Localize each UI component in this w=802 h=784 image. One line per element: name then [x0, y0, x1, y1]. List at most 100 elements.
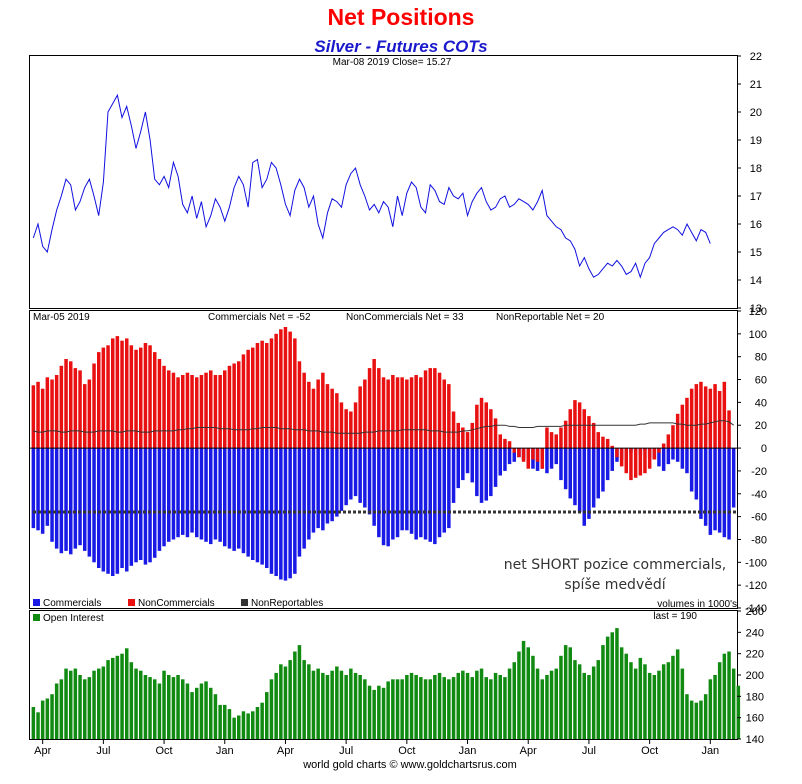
open-interest-bar: [330, 670, 334, 739]
noncommercials-bar: [288, 331, 292, 449]
open-interest-bar: [736, 685, 741, 739]
noncommercials-bar: [54, 375, 59, 449]
commercials-bar: [139, 448, 143, 560]
commercials-bar: [596, 448, 600, 499]
open-interest-bar: [232, 717, 236, 739]
commercials-bar: [31, 448, 36, 529]
open-interest-bar: [325, 675, 330, 739]
commercials-bar: [330, 448, 334, 522]
commercials-bar: [353, 448, 358, 497]
noncommercials-bar: [465, 432, 470, 449]
commercials-bar: [708, 448, 713, 535]
open-interest-bar: [321, 672, 325, 739]
positions-ytick-label: 80: [755, 352, 767, 364]
commercials-bar: [335, 448, 339, 517]
commercials-bar: [465, 448, 470, 474]
commercials-bar: [559, 448, 563, 481]
noncommercials-bar: [59, 365, 64, 448]
commercials-bar: [498, 448, 502, 476]
noncommercials-bar: [181, 375, 185, 449]
oi-ytick-label: 140: [746, 734, 764, 746]
open-interest-bar: [535, 668, 540, 739]
positions-ytick-label: -100: [745, 557, 767, 569]
positions-ytick-label: -140: [745, 603, 767, 615]
noncommercials-bar: [367, 368, 372, 449]
commercials-bar: [358, 448, 362, 503]
noncommercials-bar: [223, 370, 227, 449]
commercials-bar: [134, 448, 138, 563]
noncommercials-bar: [545, 427, 549, 449]
commercials-bar: [251, 448, 255, 560]
commercials-bar: [563, 448, 568, 490]
noncommercials-bar: [115, 336, 120, 448]
commercials-bar: [437, 448, 442, 538]
open-interest-bar: [442, 677, 446, 739]
xtick-label: Jul: [339, 745, 353, 757]
open-interest-bar: [134, 668, 138, 739]
open-interest-bar: [87, 677, 92, 739]
commercials-bar: [349, 448, 353, 500]
noncommercials-bar: [405, 379, 409, 448]
noncommercials-bar: [157, 359, 162, 449]
xtick-label: Jan: [701, 745, 719, 757]
open-interest-bar: [307, 664, 311, 739]
open-interest-bar: [45, 698, 50, 739]
price-header: Mar-08 2019 Close= 15.27: [333, 57, 452, 68]
open-interest-bar: [671, 655, 675, 739]
commercials-net-label: Commercials Net = -52: [208, 312, 311, 323]
open-interest-bar: [456, 672, 460, 739]
open-interest-bar: [596, 660, 600, 739]
noncommercials-bar: [218, 375, 222, 449]
noncommercials-bar: [325, 384, 330, 449]
open-interest-bar: [498, 675, 502, 739]
noncommercials-bar: [185, 372, 190, 449]
commercials-bar: [64, 448, 68, 551]
noncommercials-bar: [531, 448, 535, 460]
noncommercials-bar: [442, 379, 446, 448]
xtick-label: Jan: [459, 745, 477, 757]
noncommercials-bar: [274, 333, 278, 448]
commercials-bar: [409, 448, 414, 534]
noncommercials-bar: [97, 352, 101, 449]
open-interest-bar: [479, 668, 484, 739]
noncommercials-bar: [652, 448, 657, 460]
noncommercials-bar: [694, 384, 699, 449]
commercials-bar: [367, 448, 372, 515]
open-interest-bar: [265, 692, 269, 739]
noncommercials-bar: [615, 448, 619, 458]
noncommercials-bar: [227, 365, 232, 448]
open-interest-bar: [633, 668, 638, 739]
open-interest-last: last = 190: [653, 611, 697, 622]
open-interest-bar: [83, 679, 87, 739]
commercials-bar: [162, 448, 166, 547]
open-interest-bar: [171, 677, 176, 739]
open-interest-bar: [274, 672, 278, 739]
open-interest-bar: [143, 675, 148, 739]
open-interest-bar: [512, 662, 516, 739]
open-interest-bar: [545, 675, 549, 739]
noncommercials-bar: [176, 377, 180, 449]
commercials-bar: [237, 448, 241, 549]
annotation-line-1: net SHORT pozice commercials,: [504, 557, 726, 573]
commercials-bar: [218, 448, 222, 542]
noncommercials-bar: [493, 418, 498, 449]
noncommercials-bar: [428, 368, 432, 449]
commercials-bar: [666, 448, 671, 465]
open-interest-bar: [484, 677, 488, 739]
noncommercials-bar: [461, 427, 465, 449]
commercials-bar: [101, 448, 106, 572]
positions-panel-frame: [29, 310, 738, 609]
positions-ytick-label: 40: [755, 397, 767, 409]
noncommercials-bar: [195, 377, 199, 449]
commercials-bar: [265, 448, 269, 568]
open-interest-bar: [605, 636, 610, 739]
open-interest-bar: [101, 666, 106, 739]
open-interest-bar: [129, 662, 134, 739]
commercials-bar: [414, 448, 418, 540]
open-interest-bar: [97, 668, 101, 739]
open-interest-bar: [69, 670, 73, 739]
open-interest-bar: [209, 687, 213, 739]
commercials-bar: [195, 448, 199, 538]
legend-nonreportables-swatch: [241, 599, 248, 606]
open-interest-bar: [526, 647, 530, 739]
